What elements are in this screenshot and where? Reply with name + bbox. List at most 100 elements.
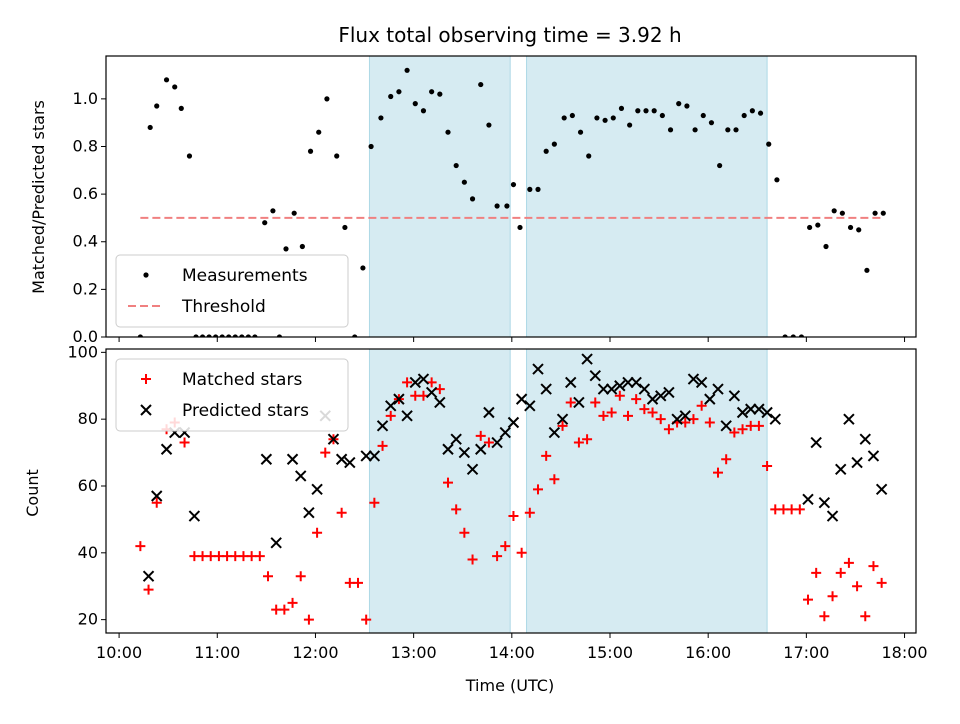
predicted-star-point bbox=[851, 456, 863, 469]
predicted-star-point bbox=[663, 386, 675, 399]
matched-star-point bbox=[549, 474, 560, 485]
measurement-point bbox=[831, 208, 837, 214]
shaded-interval bbox=[526, 56, 768, 337]
matched-star-point bbox=[500, 541, 511, 552]
predicted-star-point bbox=[466, 463, 479, 475]
matched-star-point bbox=[295, 571, 306, 582]
predicted-star-point bbox=[695, 376, 708, 389]
matched-star-point bbox=[557, 420, 568, 431]
matched-star-point bbox=[353, 577, 363, 588]
predicted-star-point bbox=[720, 420, 732, 432]
predicted-star-point bbox=[311, 483, 323, 496]
predicted-star-point bbox=[151, 490, 163, 502]
measurement-point bbox=[368, 143, 374, 150]
measurement-point bbox=[486, 122, 492, 128]
measurement-point bbox=[782, 334, 788, 337]
matched-star-point bbox=[467, 554, 478, 565]
matched-star-point bbox=[860, 611, 871, 622]
measurement-point bbox=[880, 210, 886, 216]
top-plot: 0.0 0.2 0.4 0.6 0.8 1.0 Measurements Threshold bbox=[73, 55, 917, 346]
predicted-star-point bbox=[385, 400, 397, 412]
measurement-point bbox=[823, 243, 829, 250]
matched-star-point bbox=[713, 467, 723, 478]
predicted-star-point bbox=[442, 443, 454, 455]
measurement-point bbox=[717, 162, 723, 169]
legend-marker-plus bbox=[141, 374, 151, 384]
measurement-point bbox=[517, 224, 523, 231]
measurement-point bbox=[270, 208, 276, 214]
matched-star-point bbox=[361, 614, 372, 625]
y-tick-label: 20 bbox=[78, 610, 98, 629]
measurement-point bbox=[864, 267, 870, 273]
matched-star-point bbox=[434, 384, 445, 395]
x-tick-label: 12:00 bbox=[292, 643, 338, 662]
matched-star-point bbox=[688, 414, 699, 425]
measurement-point bbox=[219, 334, 225, 337]
matched-star-point bbox=[762, 460, 773, 471]
measurement-point bbox=[847, 224, 854, 231]
matched-star-point bbox=[492, 551, 503, 562]
measurement-point bbox=[163, 77, 170, 83]
matched-star-point bbox=[803, 594, 813, 605]
measurement-point bbox=[586, 153, 592, 159]
shaded-interval bbox=[368, 349, 511, 633]
predicted-star-point bbox=[589, 370, 601, 382]
measurement-point bbox=[283, 246, 289, 252]
measurement-point bbox=[733, 127, 739, 133]
matched-star-point bbox=[663, 424, 674, 435]
measurement-point bbox=[299, 243, 305, 250]
matched-star-point bbox=[868, 561, 879, 572]
measurement-point bbox=[213, 334, 219, 337]
measurement-point bbox=[708, 120, 715, 126]
x-tick-label: 18:00 bbox=[881, 643, 927, 662]
matched-star-point bbox=[639, 404, 650, 415]
measurement-point bbox=[543, 148, 549, 154]
predicted-star-point bbox=[425, 386, 438, 399]
measurement-point bbox=[388, 93, 394, 100]
measurement-point bbox=[692, 127, 698, 133]
y-tick-label: 40 bbox=[78, 543, 98, 562]
measurement-point bbox=[147, 124, 153, 131]
measurement-point bbox=[643, 108, 649, 114]
predicted-star-point bbox=[818, 496, 831, 509]
shaded-interval bbox=[368, 56, 511, 337]
predicted-star-point bbox=[515, 393, 528, 405]
predicted-star-point bbox=[556, 413, 569, 425]
predicted-star-point bbox=[638, 383, 651, 395]
measurement-point bbox=[396, 89, 402, 95]
measurement-point bbox=[461, 179, 467, 185]
measurement-point bbox=[569, 112, 575, 119]
matched-star-point bbox=[753, 420, 764, 431]
matched-star-point bbox=[565, 397, 576, 408]
matched-star-point bbox=[143, 584, 154, 595]
predicted-star-point bbox=[630, 376, 642, 389]
predicted-star-point bbox=[160, 443, 173, 455]
matched-star-point bbox=[533, 484, 543, 495]
bottom-plot: 20 40 60 80 100 10:00 11:00 12:00 13:00 14:00 15:0… bbox=[67, 342, 927, 662]
matched-star-point bbox=[426, 377, 437, 388]
legend-label: Predicted stars bbox=[182, 401, 309, 421]
measurement-point bbox=[635, 108, 641, 114]
measurement-point bbox=[437, 91, 443, 97]
measurement-point bbox=[252, 334, 258, 337]
predicted-star-point bbox=[761, 406, 773, 419]
y-tick-label: 1.0 bbox=[73, 89, 98, 108]
measurement-point bbox=[815, 222, 821, 228]
y-tick-label: 0.4 bbox=[73, 232, 98, 251]
matched-star-point bbox=[475, 430, 486, 441]
matched-star-point bbox=[279, 604, 290, 615]
legend-box bbox=[115, 358, 349, 432]
measurement-point bbox=[316, 129, 322, 135]
predicted-star-point bbox=[458, 446, 471, 459]
predicted-star-point bbox=[507, 416, 520, 429]
matched-star-point bbox=[835, 567, 846, 578]
matched-star-point bbox=[696, 400, 707, 411]
measurement-point bbox=[790, 334, 796, 337]
bottom-y-axis-label: Count bbox=[23, 469, 42, 517]
matched-star-point bbox=[598, 410, 609, 421]
y-tick-label: 0.0 bbox=[73, 327, 98, 346]
matched-star-point bbox=[631, 394, 642, 405]
matched-star-point bbox=[287, 597, 298, 608]
matched-star-point bbox=[843, 557, 854, 568]
